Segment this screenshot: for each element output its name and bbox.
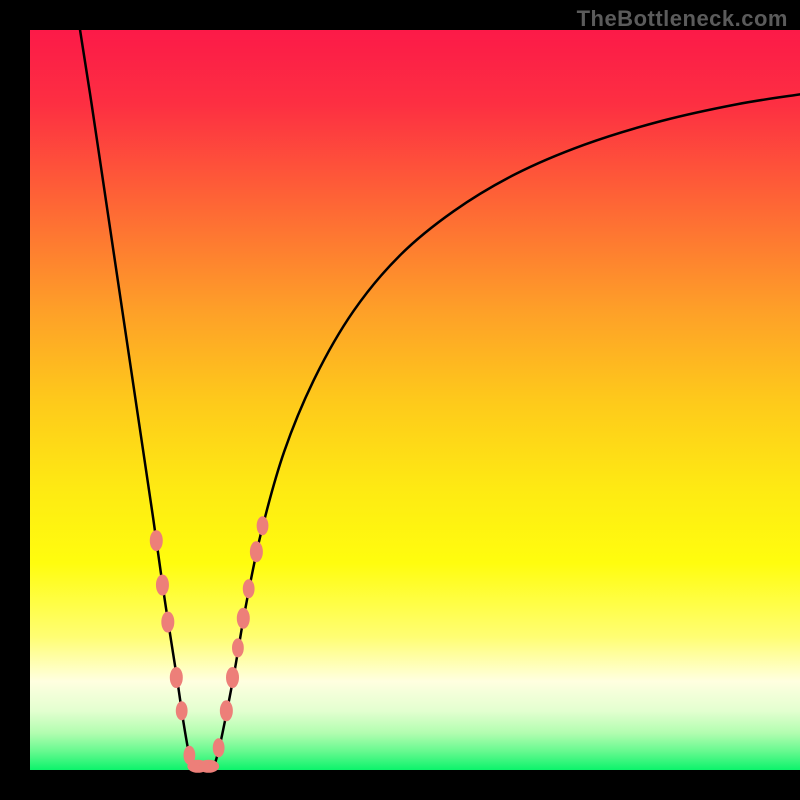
curve-marker xyxy=(199,760,219,772)
curve-marker xyxy=(227,668,239,688)
curve-marker xyxy=(243,580,254,598)
watermark-text: TheBottleneck.com xyxy=(577,6,788,32)
curve-marker xyxy=(257,517,268,535)
curve-marker xyxy=(237,608,249,628)
curve-marker xyxy=(250,542,262,562)
curve-marker xyxy=(213,739,224,757)
curve-marker xyxy=(150,531,162,551)
curve-marker xyxy=(162,612,174,632)
chart-container: TheBottleneck.com xyxy=(0,0,800,800)
curve-marker xyxy=(233,639,244,657)
curve-marker xyxy=(176,702,187,720)
curve-marker xyxy=(156,575,168,595)
chart-svg xyxy=(0,0,800,800)
curve-marker xyxy=(170,668,182,688)
curve-marker xyxy=(220,701,232,721)
plot-background-gradient xyxy=(30,30,800,770)
